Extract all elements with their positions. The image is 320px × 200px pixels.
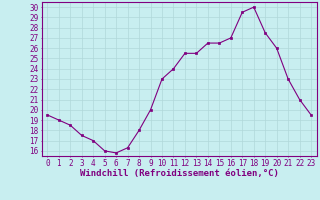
X-axis label: Windchill (Refroidissement éolien,°C): Windchill (Refroidissement éolien,°C) — [80, 169, 279, 178]
